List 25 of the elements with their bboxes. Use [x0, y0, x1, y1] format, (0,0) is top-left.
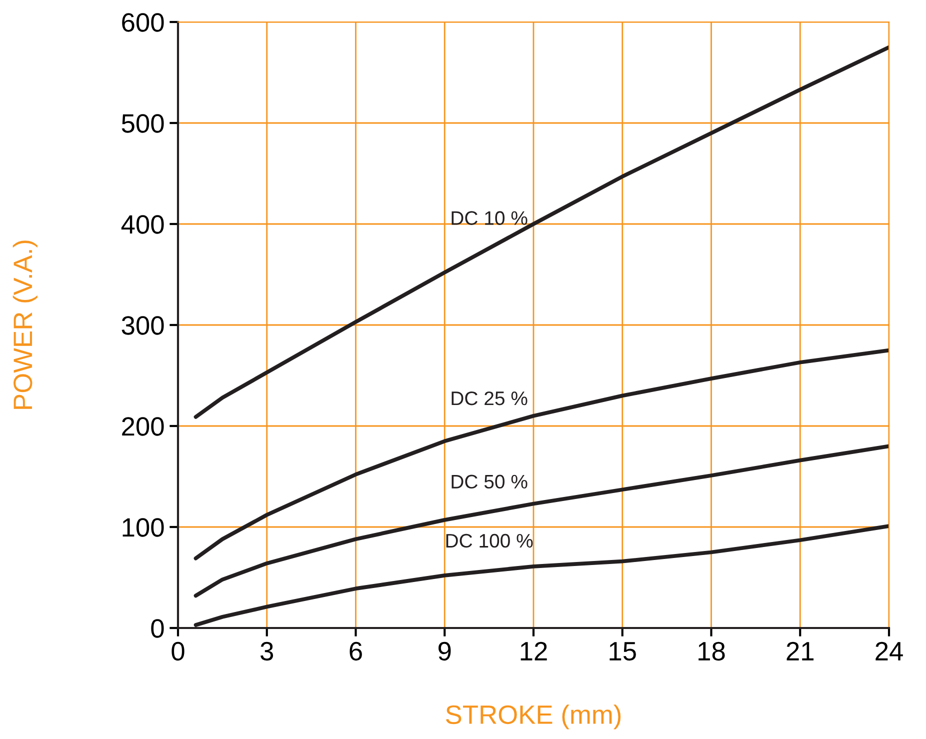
line-series: [194, 348, 889, 560]
x-tick-label: 3: [260, 642, 274, 661]
x-tick-label: 9: [438, 642, 451, 661]
series-label: DC 50 %: [452, 474, 528, 489]
x-tick-label: 0: [172, 642, 184, 661]
y-tick-label: 100: [122, 518, 164, 537]
line-series: [194, 444, 889, 598]
y-axis-title: POWER (V.A.): [12, 240, 38, 409]
x-tick-label: 21: [786, 642, 814, 660]
x-tick-label: 15: [610, 642, 636, 661]
line-series: [194, 45, 889, 419]
y-tick-label: 600: [122, 13, 164, 32]
x-axis-title: STROKE (mm): [446, 704, 621, 730]
y-tick-label: 300: [122, 316, 164, 335]
x-tick-label: 12: [520, 642, 547, 660]
y-tick-label: 500: [122, 114, 164, 133]
y-tick-label: 200: [122, 417, 164, 436]
series-label: DC 100 %: [446, 534, 533, 548]
y-tick-label: 400: [121, 215, 164, 234]
x-tick-label: 24: [876, 642, 903, 660]
x-tick-label: 6: [350, 642, 362, 661]
y-tick-label: 0: [151, 619, 164, 638]
series-label: DC 10 %: [452, 211, 528, 225]
series-label: DC 25 %: [452, 391, 528, 406]
x-tick-label: 18: [698, 642, 725, 661]
